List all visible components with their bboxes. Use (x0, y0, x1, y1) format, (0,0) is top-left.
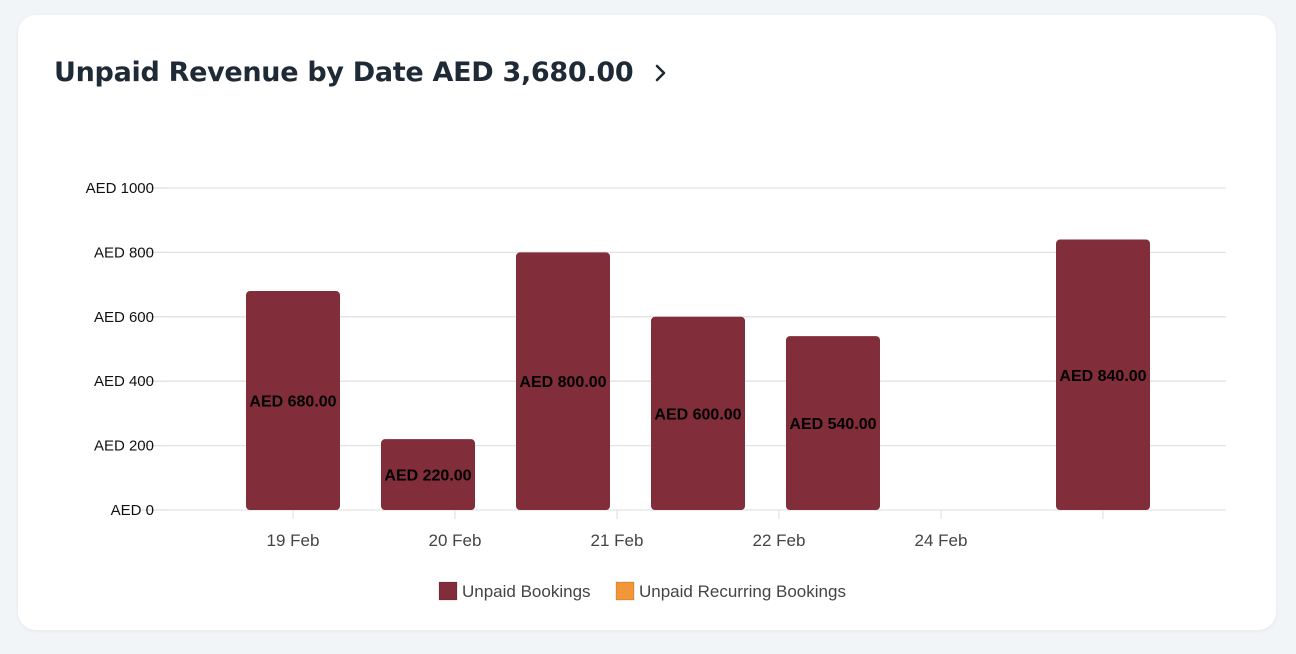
legend-swatch (615, 581, 635, 601)
card-header[interactable]: Unpaid Revenue by Date AED 3,680.00 (54, 57, 671, 88)
bar (381, 439, 475, 510)
bar-value-label: AED 600.00 (654, 406, 741, 423)
bar-value-label: AED 220.00 (384, 468, 471, 485)
bar-value-label: AED 800.00 (519, 374, 606, 391)
y-tick-label: AED 200 (94, 438, 154, 455)
bar (1056, 239, 1150, 510)
chevron-right-icon[interactable] (651, 63, 671, 83)
x-tick-label: 24 Feb (915, 531, 968, 550)
bar-value-label: AED 840.00 (1059, 368, 1146, 385)
bar (651, 316, 745, 510)
x-tick-label: 22 Feb (753, 531, 806, 550)
y-tick-label: AED 1000 (86, 180, 154, 197)
bar (516, 252, 610, 510)
y-tick-label: AED 0 (111, 502, 154, 519)
legend-label: Unpaid Bookings (462, 582, 591, 601)
y-tick-label: AED 400 (94, 373, 154, 390)
legend-label: Unpaid Recurring Bookings (639, 582, 846, 601)
y-tick-label: AED 600 (94, 309, 154, 326)
bar-value-label: AED 680.00 (249, 394, 336, 411)
x-tick-label: 21 Feb (591, 531, 644, 550)
x-tick-label: 20 Feb (429, 531, 482, 550)
bar (246, 291, 340, 510)
bar-value-label: AED 540.00 (789, 416, 876, 433)
x-tick-label: 19 Feb (267, 531, 320, 550)
y-tick-label: AED 800 (94, 244, 154, 261)
legend-swatch (438, 581, 458, 601)
chart-title: Unpaid Revenue by Date AED 3,680.00 (54, 57, 634, 88)
bar (786, 336, 880, 510)
